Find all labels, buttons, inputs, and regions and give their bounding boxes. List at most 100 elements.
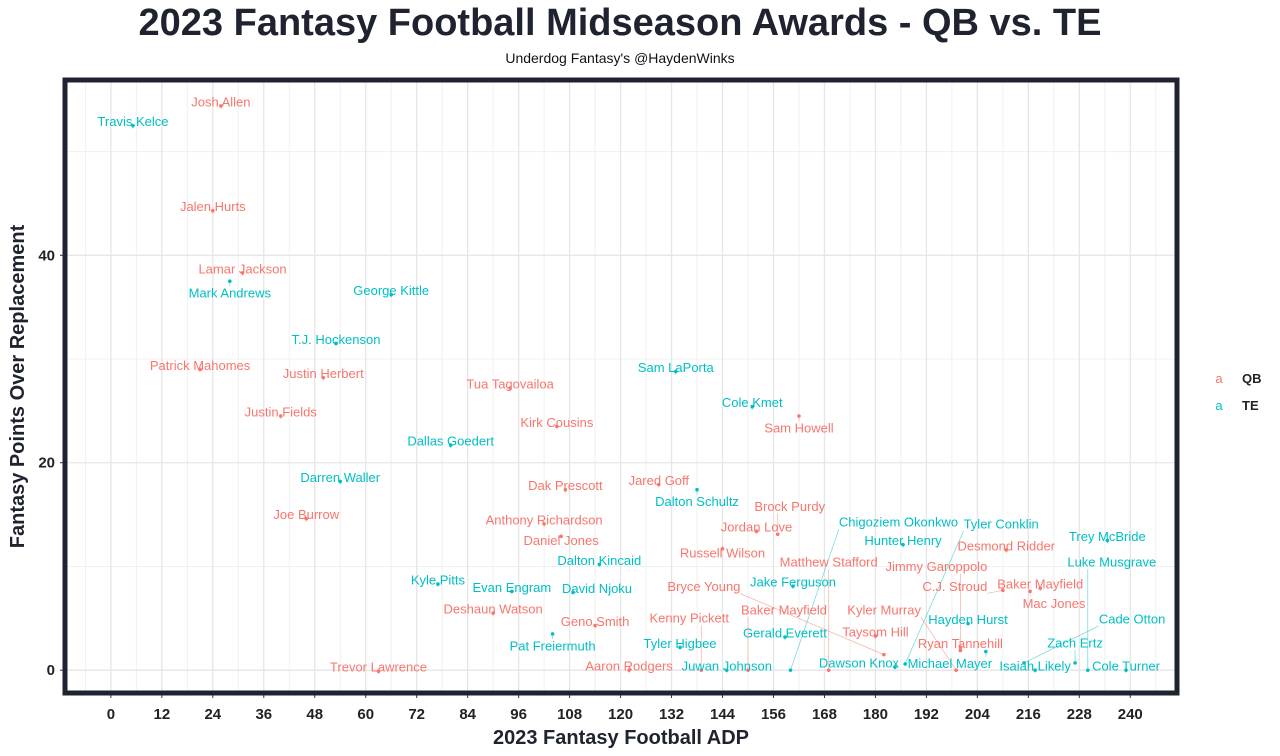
leader-line [1023, 625, 1099, 664]
point-label-te: Hunter Henry [864, 533, 942, 548]
leader-line [904, 530, 964, 665]
point-label-te: Chigoziem Okonkwo [839, 515, 958, 530]
x-tick-label: 240 [1118, 706, 1143, 723]
data-point-marker [228, 279, 232, 284]
x-tick-label: 216 [1016, 706, 1041, 723]
data-point-marker [783, 635, 787, 639]
legend-label-te: TE [1242, 398, 1259, 413]
point-label-qb: Dak Prescott [528, 478, 603, 493]
point-label-qb: Lamar Jackson [198, 261, 286, 276]
point-label-te: Hayden Hurst [928, 612, 1008, 627]
x-tick-label: 48 [306, 706, 323, 723]
point-label-te: Tyler Higbee [644, 636, 717, 651]
data-point-marker [901, 542, 905, 547]
leader-line [987, 589, 1003, 594]
x-tick-label: 132 [659, 706, 684, 723]
point-label-te: Dalton Kincaid [557, 553, 641, 568]
point-label-qb: Deshaun Watson [444, 602, 543, 617]
data-point-marker [219, 104, 223, 108]
x-tick-label: 72 [408, 706, 425, 723]
point-label-qb: Patrick Mahomes [150, 358, 251, 373]
data-point-marker [695, 487, 699, 492]
data-point-marker [627, 668, 631, 672]
data-point-marker [436, 582, 440, 586]
data-point-marker [750, 404, 755, 409]
point-label-te: Gerald Everett [743, 625, 827, 640]
data-point-marker [597, 562, 602, 567]
point-label-qb: Jimmy Garoppolo [885, 559, 987, 574]
data-point-marker [1105, 538, 1110, 543]
data-point-marker [984, 649, 988, 654]
data-point-marker [1073, 661, 1077, 665]
point-label-te: George Kittle [353, 283, 429, 298]
data-point-marker [699, 668, 704, 672]
point-label-qb: Taysom Hill [842, 624, 909, 639]
point-label-qb: Geno Smith [561, 614, 630, 629]
data-point-marker [893, 665, 897, 669]
leader-layer [131, 104, 1128, 675]
point-label-te: Sam LaPorta [638, 360, 715, 375]
point-label-te: Mark Andrews [189, 286, 272, 301]
point-label-qb: Desmond Ridder [957, 538, 1055, 553]
data-point-marker [678, 645, 682, 650]
point-label-qb: Josh Allen [191, 94, 250, 109]
data-point-marker [571, 590, 575, 595]
legend-key-te: a [1215, 398, 1223, 413]
data-point-marker [240, 271, 245, 275]
point-label-qb: Mac Jones [1023, 596, 1086, 611]
point-label-te: David Njoku [562, 581, 632, 596]
y-tick-label: 0 [47, 662, 55, 679]
point-label-qb: Trevor Lawrence [330, 660, 427, 675]
point-label-qb: Russell Wilson [680, 545, 765, 560]
chart-subtitle: Underdog Fantasy's @HaydenWinks [505, 50, 735, 66]
x-axis-title: 2023 Fantasy Football ADP [493, 727, 749, 749]
point-label-te: Pat Freiermuth [510, 638, 596, 653]
data-point-marker [791, 584, 795, 588]
grid-layer [65, 80, 1177, 693]
legend-label-qb: QB [1242, 371, 1262, 386]
point-label-te: Tyler Conklin [964, 516, 1039, 531]
data-point-marker [593, 623, 597, 628]
data-point-marker [1022, 661, 1026, 665]
point-label-qb: Kirk Cousins [520, 415, 593, 430]
data-point-marker [321, 375, 326, 380]
y-tick-label: 20 [38, 455, 55, 472]
data-point-marker [376, 669, 381, 674]
data-point-marker [542, 522, 546, 526]
x-tick-label: 156 [761, 706, 786, 723]
data-point-marker [555, 424, 559, 429]
point-label-te: Cole Kmet [722, 395, 783, 410]
chart-title: 2023 Fantasy Football Midseason Awards -… [138, 2, 1102, 44]
data-point-marker [563, 487, 568, 492]
y-tick-label: 40 [38, 247, 55, 264]
data-point-marker [720, 547, 725, 551]
data-point-marker [550, 632, 555, 636]
point-label-te: Jake Ferguson [750, 575, 836, 590]
point-label-qb: Kyler Murray [847, 603, 921, 618]
data-point-marker [1004, 548, 1009, 552]
data-point-marker [826, 668, 831, 672]
data-point-marker [491, 611, 495, 615]
point-label-te: Isaiah Likely [999, 659, 1071, 674]
point-label-te: T.J. Hockenson [292, 332, 381, 347]
data-point-marker [1124, 668, 1128, 672]
point-label-te: Trey McBride [1069, 529, 1146, 544]
data-point-marker [448, 443, 453, 447]
point-label-te: Dallas Goedert [407, 434, 494, 449]
point-label-qb: Jordan Love [721, 520, 793, 535]
point-label-qb: Daniel Jones [524, 533, 600, 548]
data-point-marker [673, 369, 678, 374]
data-point-marker [958, 648, 963, 653]
data-point-marker [775, 532, 780, 537]
data-point-marker [966, 621, 970, 626]
x-tick-label: 204 [965, 706, 991, 723]
x-tick-label: 12 [153, 706, 170, 723]
point-label-qb: Justin Herbert [283, 366, 364, 381]
point-label-te: Cole Turner [1092, 659, 1161, 674]
point-label-te: Michael Mayer [908, 656, 993, 671]
x-tick-label: 84 [459, 706, 476, 723]
x-tick-label: 108 [557, 706, 582, 723]
data-point-marker [278, 414, 283, 418]
y-axis-title: Fantasy Points Over Replacement [7, 224, 29, 548]
